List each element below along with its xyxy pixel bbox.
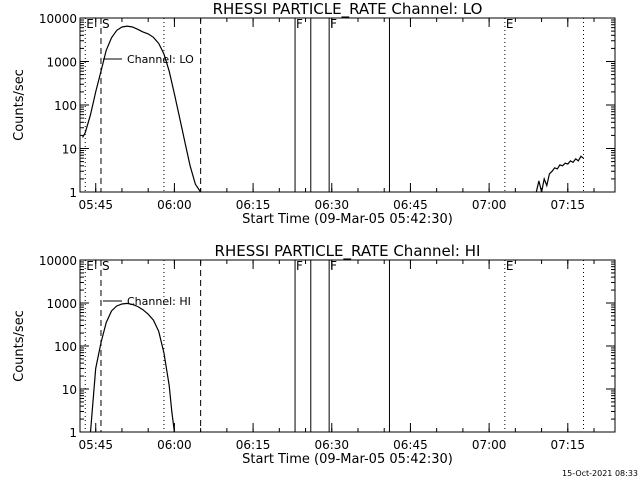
x-tick-label: 06:00: [157, 438, 192, 452]
flag-label: F: [330, 259, 337, 273]
flag-label: E: [506, 17, 514, 31]
x-tick-label: 07:00: [472, 438, 507, 452]
x-tick-label: 06:15: [236, 198, 271, 212]
x-axis-label: Start Time (09-Mar-05 05:42:30): [242, 452, 453, 467]
x-tick-label: 07:00: [472, 198, 507, 212]
y-tick-label: 1: [69, 426, 77, 440]
plot-frame: [79, 259, 616, 433]
flag-label: S: [102, 17, 110, 31]
series-line: [89, 302, 175, 433]
x-tick-label: 06:45: [393, 198, 428, 212]
plot-frame: [79, 17, 616, 193]
flag-label: E: [86, 17, 94, 31]
legend-entry: Channel: HI: [127, 295, 191, 308]
flag-label: S: [102, 259, 110, 273]
x-tick-label: 07:15: [550, 438, 585, 452]
y-tick-label: 10000: [39, 254, 77, 268]
y-tick-label: 1: [69, 186, 77, 200]
chart-title: RHESSI PARTICLE_RATE Channel: HI: [215, 242, 481, 261]
y-tick-label: 1000: [46, 297, 77, 311]
y-tick-label: 10: [62, 383, 77, 397]
chart-title: RHESSI PARTICLE_RATE Channel: LO: [213, 0, 483, 19]
x-tick-label: 06:30: [314, 198, 349, 212]
x-tick-label: 06:15: [236, 438, 271, 452]
flag-label: F: [296, 259, 303, 273]
x-tick-label: 05:45: [78, 438, 113, 452]
series-line: [82, 25, 202, 193]
series-line: [535, 155, 584, 193]
flag-label: E: [506, 259, 514, 273]
y-tick-label: 1000: [46, 56, 77, 70]
x-axis-label: Start Time (09-Mar-05 05:42:30): [242, 212, 453, 227]
flag-label: F: [330, 17, 337, 31]
x-tick-label: 06:00: [157, 198, 192, 212]
x-tick-label: 06:45: [393, 438, 428, 452]
panel-hi: RHESSI PARTICLE_RATE Channel: HI 05:45 06:…: [12, 242, 616, 467]
timestamp: 15-Oct-2021 08:33: [562, 469, 638, 478]
y-axis-label: Counts/sec: [12, 69, 27, 141]
x-tick-label: 07:15: [550, 198, 585, 212]
panel-lo: RHESSI PARTICLE_RATE Channel: LO 05:45 06:…: [12, 0, 616, 227]
y-tick-label: 100: [54, 99, 77, 113]
flag-label: F: [296, 17, 303, 31]
x-tick-label: 05:45: [78, 198, 113, 212]
x-tick-label: 06:30: [314, 438, 349, 452]
y-tick-label: 10: [62, 143, 77, 157]
flag-label: E: [86, 259, 94, 273]
y-axis-label: Counts/sec: [12, 310, 27, 382]
y-tick-label: 10000: [39, 12, 77, 26]
y-tick-label: 100: [54, 340, 77, 354]
legend-entry: Channel: LO: [127, 53, 194, 66]
